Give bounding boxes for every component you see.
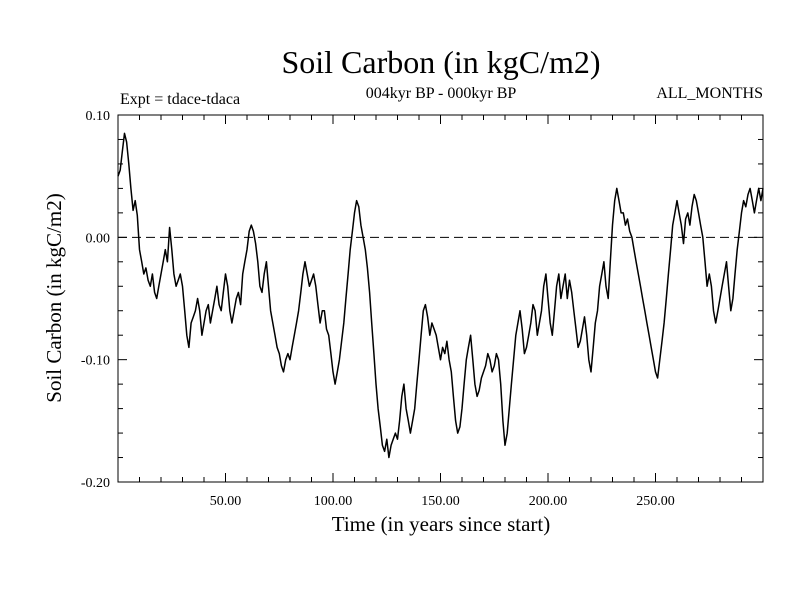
y-tick-label: 0.10 xyxy=(86,109,111,124)
x-axis-label: Time (in years since start) xyxy=(332,512,551,536)
plot-frame xyxy=(117,114,764,483)
x-tick-label: 50.00 xyxy=(210,494,242,509)
x-tick-label: 200.00 xyxy=(529,494,568,509)
x-tick-label: 150.00 xyxy=(421,494,460,509)
y-tick-label: -0.10 xyxy=(81,354,110,369)
y-tick-label: 0.00 xyxy=(86,231,111,246)
tick-labels: 50.00 100.00 150.00 200.00 250.00 0.10 0.00 -0.… xyxy=(81,109,675,509)
season-label: ALL_MONTHS xyxy=(656,85,763,102)
chart-subtitle: 004kyr BP - 000kyr BP xyxy=(366,85,517,102)
chart-title: Soil Carbon (in kgC/m2) xyxy=(281,44,600,80)
soil-carbon-series-line xyxy=(117,132,764,459)
experiment-label: Expt = tdace-tdaca xyxy=(120,91,240,108)
x-tick-label: 250.00 xyxy=(636,494,675,509)
y-axis-label: Soil Carbon (in kgC/m2) xyxy=(42,193,66,402)
axis-ticks xyxy=(118,115,763,482)
x-tick-label: 100.00 xyxy=(314,494,353,509)
y-tick-label: -0.20 xyxy=(81,476,110,491)
